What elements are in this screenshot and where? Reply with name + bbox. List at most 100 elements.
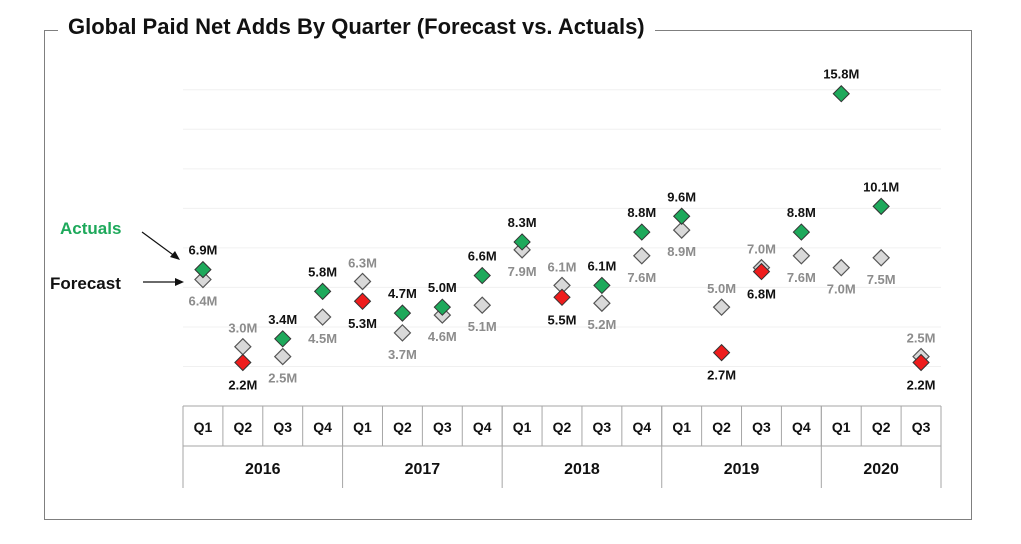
actual-data-label: 9.6M: [667, 189, 696, 204]
actual-data-label: 5.3M: [348, 316, 377, 331]
x-tick-quarter: Q3: [752, 419, 771, 435]
x-tick-year: 2016: [245, 461, 281, 478]
x-tick-quarter: Q1: [194, 419, 213, 435]
actual-data-label: 15.8M: [823, 67, 859, 82]
x-tick-quarter: Q2: [712, 419, 731, 435]
x-tick-quarter: Q2: [553, 419, 572, 435]
legend: Actuals Forecast: [50, 219, 184, 293]
actual-data-label: 5.8M: [308, 264, 337, 279]
x-tick-quarter: Q2: [872, 419, 891, 435]
actual-data-label: 3.4M: [268, 312, 297, 327]
x-tick-quarter: Q1: [513, 419, 532, 435]
actual-marker: [473, 266, 491, 285]
forecast-data-label: 8.9M: [667, 244, 696, 259]
chart-title: Global Paid Net Adds By Quarter (Forecas…: [58, 14, 655, 40]
x-tick-quarter: Q4: [313, 419, 332, 435]
x-tick-year: 2019: [724, 461, 760, 478]
forecast-data-label: 7.6M: [627, 270, 656, 285]
x-tick-quarter: Q4: [632, 419, 651, 435]
forecast-data-label: 3.0M: [228, 321, 257, 336]
actual-marker: [194, 260, 212, 279]
legend-forecast-label: Forecast: [50, 274, 121, 293]
actual-data-label: 2.2M: [228, 378, 257, 393]
x-tick-quarter: Q1: [672, 419, 691, 435]
forecast-marker: [872, 248, 891, 267]
actual-data-label: 8.8M: [787, 205, 816, 220]
forecast-marker: [473, 296, 492, 315]
forecast-data-label: 2.5M: [268, 371, 297, 386]
actual-data-label: 2.7M: [707, 368, 736, 383]
actual-data-label: 6.1M: [587, 258, 616, 273]
actual-data-label: 2.2M: [907, 378, 936, 393]
actual-marker: [234, 353, 252, 372]
forecast-data-label: 5.1M: [468, 319, 497, 334]
forecast-data-label: 6.3M: [348, 255, 377, 270]
x-tick-quarter: Q4: [473, 419, 492, 435]
forecast-data-label: 7.9M: [508, 264, 537, 279]
forecast-marker: [632, 246, 651, 265]
forecast-data-label: 7.5M: [867, 272, 896, 287]
actual-marker: [353, 292, 372, 310]
x-tick-quarter: Q3: [273, 419, 292, 435]
forecast-marker: [194, 270, 212, 289]
x-axis: Q1 Q2 Q3 Q4 Q1 Q2 Q3 Q4 Q1 Q2 Q3 Q4 Q1 Q2 Q3 Q4 Q1 Q2 Q3 20…: [182, 405, 942, 488]
forecast-marker: [273, 347, 292, 366]
forecast-data-label: 6.1M: [548, 259, 577, 274]
actual-marker: [832, 85, 850, 103]
actual-data-label: 8.3M: [508, 215, 537, 230]
forecast-data-label: 6.4M: [188, 294, 217, 309]
x-tick-quarter: Q2: [393, 419, 412, 435]
x-tick-quarter: Q1: [353, 419, 372, 435]
actual-data-label: 4.7M: [388, 286, 417, 301]
forecast-data-label: 5.0M: [707, 281, 736, 296]
forecast-marker: [792, 246, 811, 265]
forecast-data-label: 2.5M: [907, 331, 936, 346]
forecast-marker: [593, 294, 611, 313]
forecast-marker: [233, 337, 252, 356]
actual-marker: [712, 343, 731, 362]
forecast-marker: [353, 272, 372, 291]
actual-marker: [433, 298, 452, 316]
actual-data-label: 6.8M: [747, 287, 776, 302]
legend-forecast-arrowhead: [175, 278, 184, 286]
forecast-marker: [672, 221, 691, 239]
x-tick-quarter: Q1: [832, 419, 851, 435]
actual-marker: [274, 330, 292, 348]
x-tick-year: 2020: [863, 461, 899, 478]
x-tick-quarter: Q3: [912, 419, 931, 435]
forecast-data-label: 7.0M: [827, 282, 856, 297]
forecast-data-label: 4.5M: [308, 331, 337, 346]
actual-marker: [593, 276, 611, 295]
forecast-data-label: 4.6M: [428, 329, 457, 344]
forecast-marker: [393, 324, 412, 342]
actuals-series: 6.9M 2.2M 3.4M 5.8M 5.3M 4.7M 5.0M 6.6M 8.3M 5.5M…: [188, 67, 935, 393]
x-tick-year: 2018: [564, 461, 600, 478]
actual-marker: [633, 223, 651, 241]
actual-data-label: 10.1M: [863, 179, 899, 194]
legend-actuals-arrow: [141, 231, 177, 258]
actual-marker: [393, 304, 412, 322]
actual-data-label: 6.6M: [468, 249, 497, 264]
actual-marker: [912, 353, 930, 372]
forecast-data-label: 7.0M: [747, 242, 776, 257]
forecast-marker: [832, 258, 851, 277]
x-tick-quarter: Q2: [233, 419, 252, 435]
actual-marker: [672, 207, 691, 225]
actual-data-label: 5.0M: [428, 280, 457, 295]
x-tick-quarter: Q3: [433, 419, 452, 435]
actual-marker: [313, 282, 332, 301]
forecast-data-label: 7.6M: [787, 270, 816, 285]
actual-marker: [553, 288, 571, 307]
forecast-marker: [712, 298, 731, 317]
legend-actuals-arrowhead: [170, 251, 180, 260]
actual-data-label: 8.8M: [627, 205, 656, 220]
actual-data-label: 6.9M: [188, 243, 217, 258]
forecast-data-label: 3.7M: [388, 347, 417, 362]
legend-actuals-label: Actuals: [60, 219, 121, 238]
actual-marker: [513, 233, 531, 251]
x-tick-year: 2017: [405, 461, 441, 478]
forecast-data-label: 5.2M: [587, 317, 616, 332]
actual-marker: [792, 223, 811, 241]
forecast-marker: [313, 308, 332, 326]
